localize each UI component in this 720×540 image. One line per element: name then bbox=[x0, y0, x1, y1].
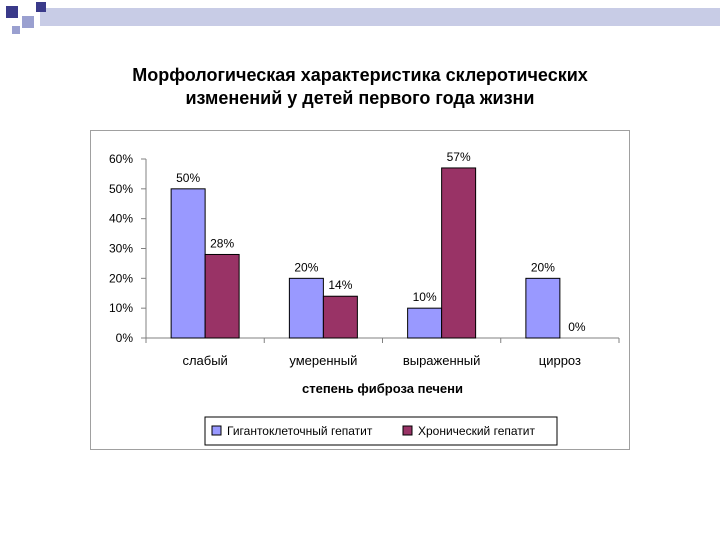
slide-title-line-2: изменений у детей первого года жизни bbox=[185, 88, 535, 108]
chart-frame: 0% 10% 20% 30% 40% 50% 60% слабый 50% 28% умеренны… bbox=[90, 130, 630, 450]
y-tick-label: 20% bbox=[109, 271, 133, 285]
data-label: 28% bbox=[210, 236, 234, 250]
x-tick-label: слабый bbox=[182, 353, 227, 368]
legend-label: Гигантоклеточный гепатит bbox=[227, 424, 373, 438]
header-decoration bbox=[6, 2, 720, 34]
bar bbox=[441, 167, 477, 339]
slide-title: Морфологическая характеристика склеротич… bbox=[60, 64, 660, 110]
x-tick-label: цирроз bbox=[539, 353, 581, 368]
bar bbox=[525, 277, 561, 339]
y-tick-label: 40% bbox=[109, 212, 133, 226]
header-square bbox=[22, 16, 34, 28]
data-label: 50% bbox=[176, 171, 200, 185]
bar-chart: 0% 10% 20% 30% 40% 50% 60% слабый 50% 28% умеренны… bbox=[109, 150, 620, 446]
data-label: 0% bbox=[568, 320, 586, 334]
y-tick-label: 10% bbox=[109, 301, 133, 315]
y-tick-label: 50% bbox=[109, 182, 133, 196]
data-label: 10% bbox=[413, 290, 437, 304]
data-label: 57% bbox=[447, 150, 471, 164]
bar bbox=[407, 307, 443, 339]
legend-label: Хронический гепатит bbox=[418, 424, 535, 438]
y-tick-label: 60% bbox=[109, 152, 133, 166]
x-tick-label: умеренный bbox=[289, 353, 357, 368]
data-label: 20% bbox=[294, 260, 318, 274]
legend-box bbox=[204, 416, 558, 446]
slide-title-line-1: Морфологическая характеристика склеротич… bbox=[132, 65, 588, 85]
header-square bbox=[6, 6, 18, 18]
bar bbox=[170, 188, 206, 339]
header-bar bbox=[40, 8, 720, 26]
data-label: 20% bbox=[531, 260, 555, 274]
header-square bbox=[12, 26, 20, 34]
y-tick-label: 0% bbox=[116, 331, 134, 345]
bar bbox=[204, 253, 240, 339]
header-square bbox=[36, 2, 46, 12]
bar bbox=[322, 295, 358, 339]
x-axis-title: степень фиброза печени bbox=[302, 381, 463, 396]
bar bbox=[288, 277, 324, 339]
legend-swatch bbox=[211, 425, 222, 436]
y-tick-label: 30% bbox=[109, 242, 133, 256]
x-tick-label: выраженный bbox=[403, 353, 481, 368]
legend-swatch bbox=[402, 425, 413, 436]
data-label: 14% bbox=[328, 278, 352, 292]
